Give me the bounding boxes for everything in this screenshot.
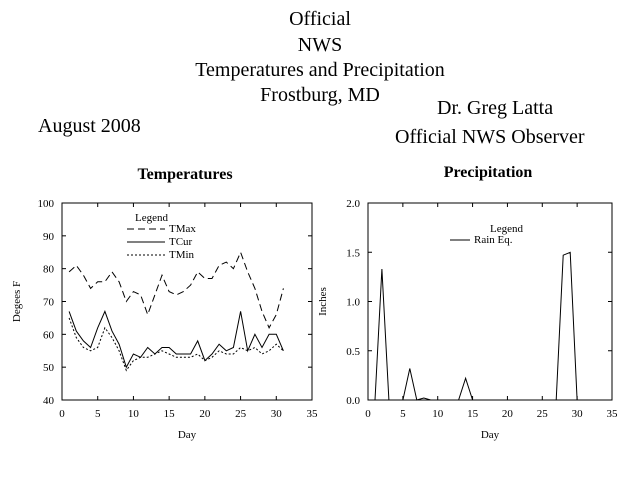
precipitation-x-tick-label: 20 xyxy=(502,408,514,420)
observer-title: Official NWS Observer xyxy=(395,126,585,148)
temperature-legend-label: TMax xyxy=(169,223,196,235)
temperature-series-line-tmax xyxy=(68,250,284,329)
temperature-y-tick-label: 40 xyxy=(43,395,55,407)
header-line-4: Frostburg, MD xyxy=(260,84,380,106)
temperature-series-line-tmin xyxy=(68,317,284,372)
temperature-legend-label: TCur xyxy=(169,236,193,248)
precipitation-y-tick-label: 1.0 xyxy=(346,297,360,309)
temperature-x-tick-label: 35 xyxy=(307,408,319,420)
temperature-x-tick-label: 5 xyxy=(95,408,101,420)
temperature-legend-title: Legend xyxy=(135,212,168,224)
temperature-x-tick-label: 20 xyxy=(199,408,211,420)
temperature-chart-title: Temperatures xyxy=(137,166,233,183)
header-line-2: NWS xyxy=(297,34,343,56)
precipitation-series-line-rain-eq xyxy=(374,251,585,401)
precipitation-y-tick-label: 0.5 xyxy=(346,346,360,358)
precipitation-x-tick-label: 15 xyxy=(467,408,479,420)
temperature-y-axis-label: Degees F xyxy=(11,281,23,322)
temperature-y-tick-label: 70 xyxy=(43,297,55,309)
precipitation-x-axis-label: Day xyxy=(481,429,500,441)
precipitation-x-tick-label: 35 xyxy=(607,408,619,420)
header-line-3: Temperatures and Precipitation xyxy=(195,59,445,81)
precipitation-legend-label: Rain Eq. xyxy=(474,234,513,246)
precipitation-x-tick-label: 0 xyxy=(365,408,371,420)
temperature-x-tick-label: 15 xyxy=(164,408,176,420)
temperature-x-tick-label: 0 xyxy=(59,408,65,420)
temperature-y-tick-label: 50 xyxy=(43,362,55,374)
temperature-series-line-tcur xyxy=(68,310,284,369)
temperature-legend-label: TMin xyxy=(169,249,195,261)
precipitation-y-tick-label: 0.0 xyxy=(346,395,360,407)
temperature-x-tick-label: 25 xyxy=(235,408,247,420)
precipitation-y-tick-label: 2.0 xyxy=(346,198,360,210)
precipitation-x-tick-label: 25 xyxy=(537,408,549,420)
precipitation-y-axis-label: Inches xyxy=(317,287,329,316)
precipitation-chart-title: Precipitation xyxy=(443,164,533,181)
precipitation-y-tick-label: 1.5 xyxy=(346,247,360,259)
temperature-x-tick-label: 30 xyxy=(271,408,283,420)
temperature-x-axis-label: Day xyxy=(178,429,197,441)
precipitation-legend-title: Legend xyxy=(490,223,523,235)
precipitation-x-tick-label: 10 xyxy=(432,408,444,420)
observer-name: Dr. Greg Latta xyxy=(437,97,554,119)
report-date: August 2008 xyxy=(38,115,141,137)
header-line-1: Official xyxy=(289,8,351,30)
temperature-y-tick-label: 60 xyxy=(43,329,55,341)
precipitation-x-tick-label: 30 xyxy=(572,408,584,420)
temperature-x-tick-label: 10 xyxy=(128,408,140,420)
temperature-y-tick-label: 90 xyxy=(43,231,55,243)
precipitation-x-tick-label: 5 xyxy=(400,408,406,420)
temperature-y-tick-label: 100 xyxy=(38,198,55,210)
temperature-y-tick-label: 80 xyxy=(43,264,55,276)
